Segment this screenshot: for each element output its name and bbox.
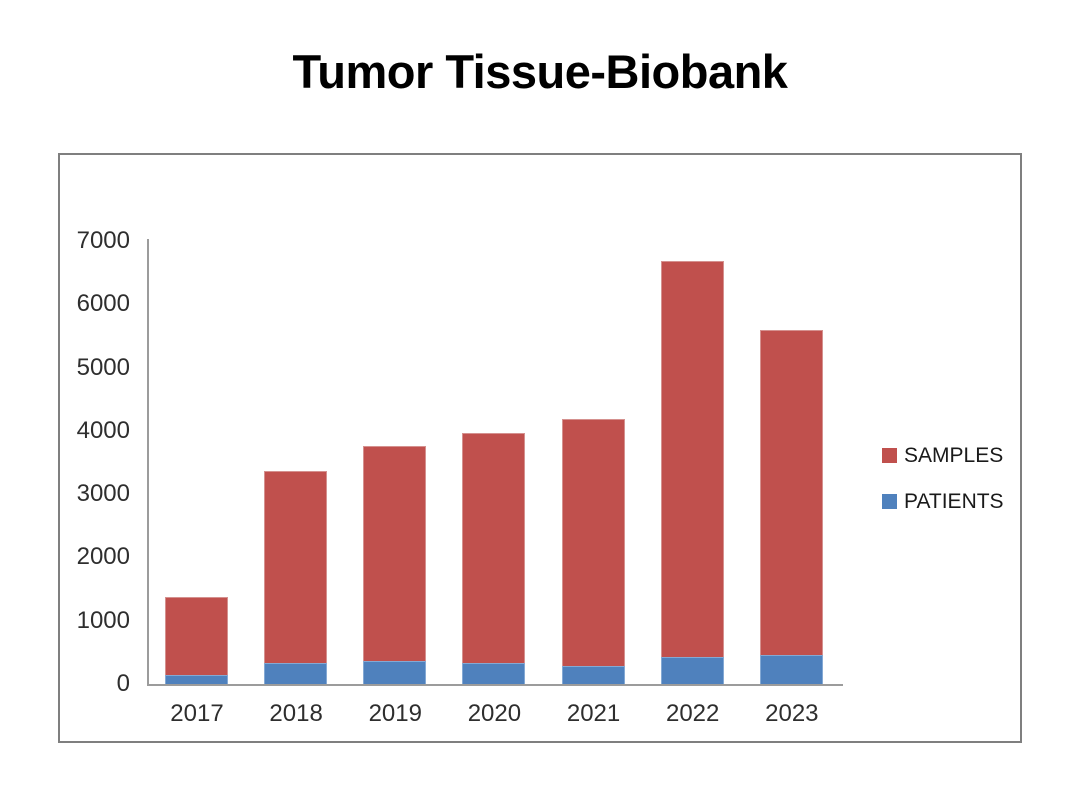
y-tick-label-3000: 3000 xyxy=(76,480,130,508)
legend-item-samples: SAMPLES xyxy=(882,443,1004,468)
y-axis-line xyxy=(147,239,149,686)
x-tick-label-2019: 2019 xyxy=(368,700,422,727)
y-tick-label-6000: 6000 xyxy=(76,290,130,318)
legend: SAMPLES PATIENTS xyxy=(882,443,1004,535)
samples-segment-2019 xyxy=(363,446,427,661)
y-tick-label-0: 0 xyxy=(116,670,130,697)
y-tick-label-4000: 4000 xyxy=(76,416,130,444)
y-tick-label-7000: 7000 xyxy=(76,227,130,254)
samples-segment-2017 xyxy=(165,596,229,675)
x-tick-label-2020: 2020 xyxy=(467,700,522,727)
patients-segment-2019 xyxy=(363,660,427,684)
bar-group-2020 xyxy=(462,432,526,684)
samples-segment-2023 xyxy=(759,330,823,655)
bar-group-2017 xyxy=(165,596,229,684)
samples-segment-2018 xyxy=(264,471,328,664)
x-tick-label-2018: 2018 xyxy=(269,700,323,727)
x-tick-label-2022: 2022 xyxy=(665,700,720,727)
patients-segment-2021 xyxy=(561,666,625,684)
bar-group-2023 xyxy=(759,330,823,684)
patients-segment-2020 xyxy=(462,663,526,684)
samples-segment-2022 xyxy=(660,260,724,657)
legend-item-patients: PATIENTS xyxy=(882,489,1004,514)
patients-legend-swatch-icon xyxy=(882,494,897,509)
patients-segment-2017 xyxy=(165,674,229,684)
chart-title: Tumor Tissue-Biobank xyxy=(292,45,788,98)
x-tick-label-2023: 2023 xyxy=(765,700,819,727)
patients-segment-2023 xyxy=(759,654,823,684)
bar-group-2022 xyxy=(660,260,724,684)
patients-segment-2022 xyxy=(660,656,724,684)
patients-segment-2018 xyxy=(264,663,328,684)
bars-layer xyxy=(60,155,1020,684)
patients-legend-label: PATIENTS xyxy=(904,489,1004,513)
bar-group-2018 xyxy=(264,471,328,684)
x-tick-label-2021: 2021 xyxy=(566,700,621,727)
samples-legend-swatch-icon xyxy=(882,448,897,463)
x-tick-label-2017: 2017 xyxy=(170,700,224,727)
chart-frame: 0 1000 2000 3000 4000 5000 6000 7000 2017 2018 20… xyxy=(58,153,1022,743)
x-axis-line xyxy=(147,684,843,686)
samples-segment-2020 xyxy=(462,432,526,664)
y-tick-label-2000: 2000 xyxy=(76,543,130,571)
y-tick-label-5000: 5000 xyxy=(76,353,130,381)
bar-group-2021 xyxy=(561,418,625,684)
samples-segment-2021 xyxy=(561,418,625,667)
bar-group-2019 xyxy=(363,446,427,684)
samples-legend-label: SAMPLES xyxy=(904,443,1004,467)
y-tick-label-1000: 1000 xyxy=(76,606,130,634)
